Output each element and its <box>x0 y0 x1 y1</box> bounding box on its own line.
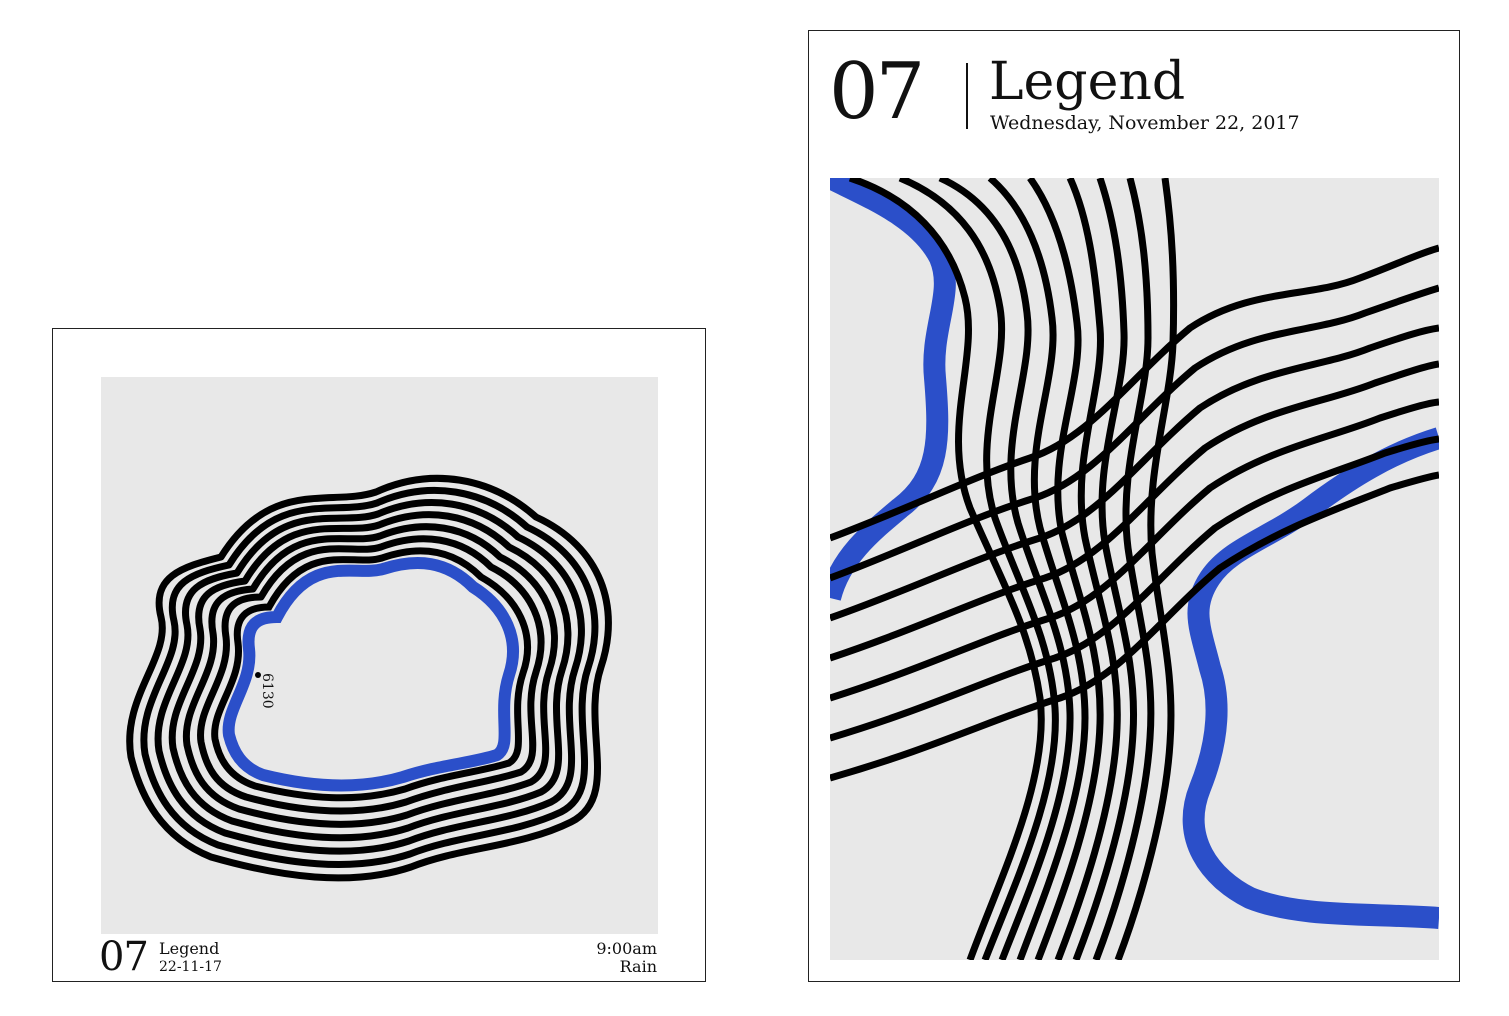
issue-number: 07 <box>829 47 925 137</box>
poster-title: Legend <box>989 52 1186 112</box>
contour-rings-graphic: 6130 <box>126 474 612 882</box>
title-divider <box>966 63 968 129</box>
poster-weather: Rain <box>619 957 657 976</box>
right-poster-card: 07 Legend Wednesday, November 22, 2017 <box>808 30 1460 982</box>
left-poster-card: 6130 07 Legend 22-11-17 9:00am Rain <box>52 328 706 982</box>
contour-artwork-left: 6130 <box>101 377 658 934</box>
contour-artwork-right <box>830 178 1439 960</box>
marker-label: 6130 <box>259 673 275 709</box>
poster-date: Wednesday, November 22, 2017 <box>990 112 1300 134</box>
marker-dot <box>255 672 261 678</box>
poster-title: Legend <box>159 939 220 958</box>
poster-date: 22-11-17 <box>159 959 222 975</box>
poster-time: 9:00am <box>596 939 657 958</box>
issue-number: 07 <box>99 934 149 980</box>
contour-crossing-graphic <box>830 178 1439 960</box>
